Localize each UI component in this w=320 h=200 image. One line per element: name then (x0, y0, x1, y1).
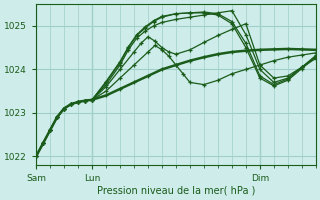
X-axis label: Pression niveau de la mer( hPa ): Pression niveau de la mer( hPa ) (97, 186, 255, 196)
